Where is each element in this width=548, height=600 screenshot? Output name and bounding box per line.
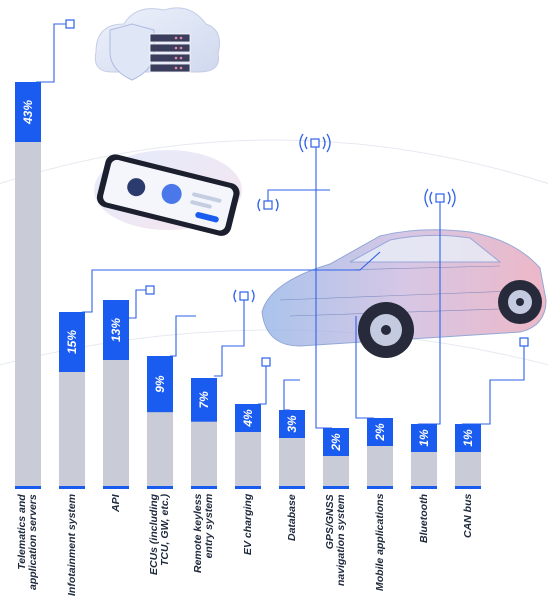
- bar-5: [235, 404, 261, 432]
- category-label-8: Mobile applications: [373, 493, 386, 591]
- category-label-7: GPS/GNSS navigation system: [324, 494, 347, 586]
- bar-base-3: [147, 486, 173, 489]
- bar-3: [147, 356, 173, 413]
- category-label-1: Infotainment system: [65, 493, 78, 596]
- bar-base-8: [367, 486, 393, 489]
- bar-7: [323, 428, 349, 456]
- data-label-6: 3%: [285, 415, 299, 433]
- category-label-9: Bluetooth: [417, 494, 430, 543]
- bar-base-5: [235, 486, 261, 489]
- data-label-3: 9%: [153, 375, 167, 393]
- data-label-10: 1%: [461, 429, 475, 447]
- category-label-6: Database: [285, 494, 298, 541]
- bar-remainder-0: [15, 82, 41, 486]
- bar-0: [15, 82, 41, 142]
- wireless-signal-icon: [233, 133, 456, 303]
- data-label-4: 7%: [197, 391, 211, 409]
- cloud-server-icon: [94, 7, 220, 81]
- category-label-3: ECUs (including TCU, GW, etc.): [148, 493, 171, 575]
- connector-node-icon: [65, 19, 529, 367]
- bar-9: [411, 424, 437, 452]
- bar-base-2: [103, 486, 129, 489]
- bar-base-0: [15, 486, 41, 489]
- bar-base-7: [323, 486, 349, 489]
- bar-base-10: [455, 486, 481, 489]
- data-label-7: 2%: [329, 433, 343, 452]
- data-label-2: 13%: [109, 318, 123, 342]
- bar-4: [191, 378, 217, 422]
- data-label-9: 1%: [417, 429, 431, 447]
- category-label-4: Remote keyless entry system: [192, 493, 215, 573]
- car-icon: [261, 229, 547, 358]
- data-label-8: 2%: [373, 423, 387, 442]
- bar-series: 43% 15% 13% 9% 7% 4% 3% 2% 2% 1% 1%: [15, 82, 481, 489]
- category-label-0: Telematics and application servers: [16, 494, 39, 590]
- bar-10: [455, 424, 481, 452]
- bar-base-9: [411, 486, 437, 489]
- bar-8: [367, 418, 393, 446]
- bar-base-1: [59, 486, 85, 489]
- data-label-5: 4%: [241, 409, 255, 428]
- bar-1: [59, 312, 85, 372]
- bar-2: [103, 300, 129, 360]
- smartphone-icon: [94, 150, 242, 236]
- data-label-0: 43%: [21, 100, 35, 125]
- bar-6: [279, 410, 305, 438]
- bar-base-6: [279, 486, 305, 489]
- category-label-5: EV charging: [241, 493, 254, 555]
- bar-base-4: [191, 486, 217, 489]
- category-label-10: CAN bus: [461, 493, 474, 538]
- category-label-2: API: [109, 494, 122, 512]
- data-label-1: 15%: [65, 330, 79, 354]
